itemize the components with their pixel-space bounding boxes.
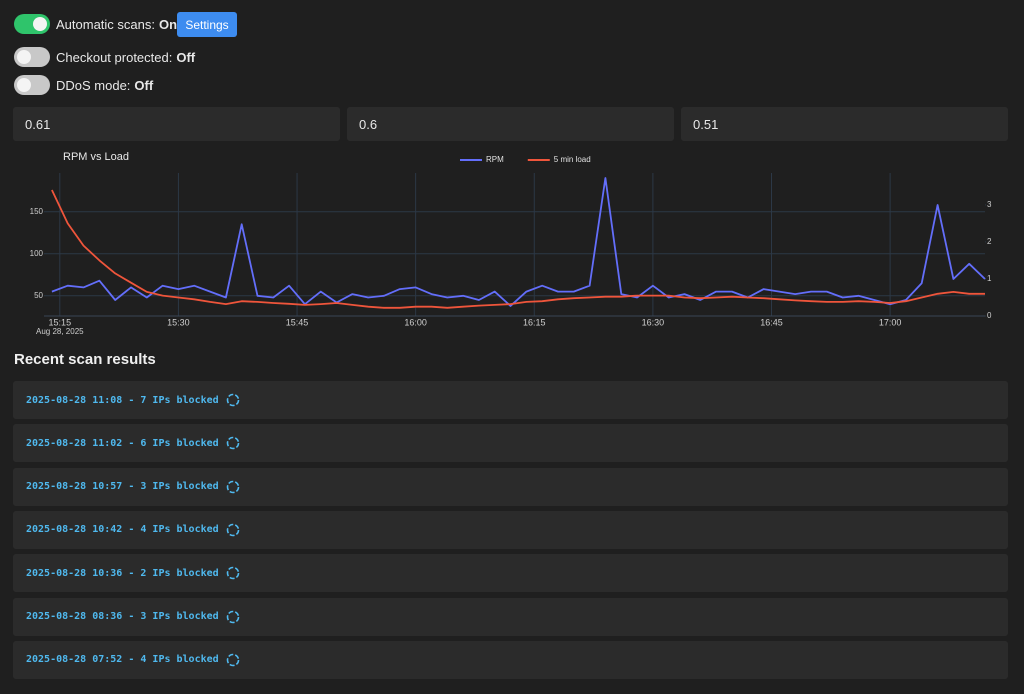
x-date-label: Aug 28, 2025 — [36, 327, 84, 336]
toggle-state: On — [159, 16, 178, 32]
spinner-icon — [226, 436, 239, 450]
scan-text: 2025-08-28 11:08 - 7 IPs blocked — [26, 394, 219, 406]
toggle-switch[interactable] — [14, 75, 50, 95]
chart-title: RPM vs Load — [63, 151, 129, 163]
x-tick-label: 15:15 — [49, 317, 72, 327]
scan-item[interactable]: 2025-08-28 10:42 - 4 IPs blocked — [13, 510, 1008, 549]
scan-text: 2025-08-28 11:02 - 6 IPs blocked — [26, 437, 219, 449]
scan-item[interactable]: 2025-08-28 08:36 - 3 IPs blocked — [13, 597, 1008, 636]
toggle-row: Automatic scans: On — [14, 13, 177, 35]
spinner-icon — [226, 480, 239, 493]
spinner-icon — [226, 653, 239, 667]
scan-text: 2025-08-28 10:42 - 4 IPs blocked — [26, 524, 219, 536]
legend-label: 5 min load — [554, 155, 591, 164]
toggle-row: Checkout protected: Off — [14, 46, 195, 68]
scan-item[interactable]: 2025-08-28 07:52 - 4 IPs blocked — [13, 640, 1008, 679]
toggle-label: DDoS mode: — [56, 77, 131, 93]
x-tick-label: 17:00 — [879, 317, 902, 327]
x-tick-label: 16:15 — [523, 317, 546, 327]
scan-text: 2025-08-28 07:52 - 4 IPs blocked — [26, 654, 219, 666]
spinner-icon — [226, 393, 239, 407]
x-tick-label: 16:30 — [642, 317, 665, 327]
scan-text: 2025-08-28 10:57 - 3 IPs blocked — [26, 481, 219, 493]
spinner-icon — [226, 566, 239, 580]
toggle-state: Off — [176, 49, 196, 65]
scan-item[interactable]: 2025-08-28 10:36 - 2 IPs blocked — [13, 554, 1008, 593]
x-tick-label: 15:45 — [286, 317, 309, 327]
y-tick-label: 50 — [34, 291, 43, 300]
toggle-label: Checkout protected: — [56, 49, 173, 65]
toggle-label: Automatic scans: — [56, 16, 155, 32]
settings-button[interactable]: Settings — [177, 12, 237, 37]
stat-box: 0.6 — [347, 107, 674, 141]
x-tick-label: 15:30 — [167, 317, 190, 327]
y-tick-label: 150 — [30, 207, 44, 216]
spinner-icon — [226, 523, 239, 537]
x-tick-label: 16:00 — [404, 317, 427, 327]
scan-text: 2025-08-28 10:36 - 2 IPs blocked — [26, 567, 219, 579]
y-tick-label: 100 — [30, 249, 44, 258]
y2-tick-label: 1 — [987, 274, 992, 283]
series-line — [51, 177, 986, 307]
toggle-switch[interactable] — [14, 14, 50, 34]
stat-box: 0.51 — [681, 107, 1008, 141]
stat-box: 0.61 — [13, 107, 340, 141]
toggle-state: Off — [134, 77, 154, 93]
scan-item[interactable]: 2025-08-28 11:08 - 7 IPs blocked — [13, 381, 1008, 419]
y2-tick-label: 2 — [987, 237, 992, 246]
scan-item[interactable]: 2025-08-28 11:02 - 6 IPs blocked — [13, 424, 1008, 463]
legend-label: RPM — [486, 155, 504, 164]
scan-text: 2025-08-28 08:36 - 3 IPs blocked — [26, 611, 219, 622]
y2-tick-label: 0 — [987, 311, 992, 320]
series-line — [51, 189, 985, 309]
y2-tick-label: 3 — [987, 200, 992, 209]
toggle-row: DDoS mode: Off — [14, 74, 153, 96]
scan-item[interactable]: 2025-08-28 10:57 - 3 IPs blocked — [13, 467, 1008, 506]
spinner-icon — [226, 610, 239, 623]
toggle-switch[interactable] — [14, 47, 50, 67]
x-tick-label: 16:45 — [760, 317, 783, 327]
section-title: Recent scan results — [14, 351, 156, 368]
chart: RPM vs Load 15:15 15:30 15:45 16:00 16:15 16:… — [30, 151, 992, 336]
